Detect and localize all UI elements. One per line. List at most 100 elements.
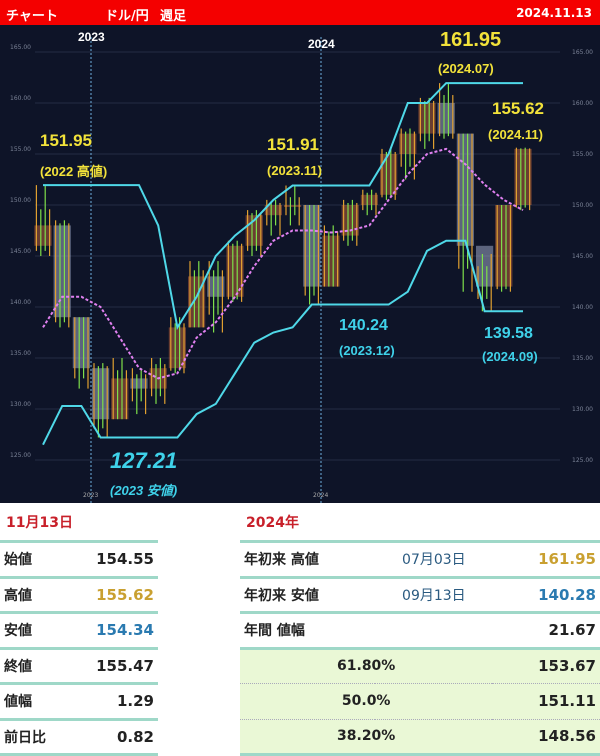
row-value: 161.95 xyxy=(492,541,600,579)
candle-body xyxy=(34,225,52,246)
row-date xyxy=(375,612,493,650)
candle-body xyxy=(226,245,244,297)
row-label: 年初来 高値 xyxy=(240,541,376,579)
retracement-value: 153.67 xyxy=(492,648,600,684)
y-tick-label-right: 125.00 xyxy=(572,457,593,464)
annotation-label: (2022 高値) xyxy=(40,164,108,179)
candle-body xyxy=(284,205,302,207)
candle-body xyxy=(360,194,378,205)
candle-body xyxy=(130,378,148,389)
candle-body xyxy=(437,103,455,134)
candle-body xyxy=(399,133,417,154)
candle-body xyxy=(476,245,494,287)
row-label: 前日比 xyxy=(0,719,69,756)
candle-body xyxy=(341,205,359,236)
header-date: 2024.11.13 xyxy=(516,6,592,20)
candle-body xyxy=(322,235,340,287)
annotation-value: 151.91 xyxy=(267,135,319,154)
daily-title: 11月13日 xyxy=(6,515,73,531)
row-value: 155.62 xyxy=(68,577,158,614)
row-value: 1.29 xyxy=(68,683,158,721)
y-tick-label-right: 155.00 xyxy=(572,151,593,158)
table-row: 前日比 0.82 xyxy=(0,719,158,756)
row-value: 155.47 xyxy=(68,648,158,685)
moving-average-line xyxy=(42,147,524,380)
table-row: 高値 155.62 xyxy=(0,577,158,614)
annotation-value: 127.21 xyxy=(110,448,178,473)
header-bar: チャート ドル/円 週足 2024.11.13 xyxy=(0,0,600,25)
row-label: 高値 xyxy=(0,577,69,614)
year-axis-label: 2023 xyxy=(83,492,98,499)
candle-body xyxy=(111,378,129,420)
annotation-value: 155.62 xyxy=(492,99,544,118)
retracement-row: 61.80% 153.67 xyxy=(240,648,600,684)
row-value: 154.34 xyxy=(68,612,158,650)
row-label: 終値 xyxy=(0,648,69,685)
row-label: 始値 xyxy=(0,541,69,579)
year-label-2024: 2024 xyxy=(308,37,335,51)
candle-body xyxy=(418,103,436,134)
price-chart: 165.00 165.00 160.00 160.00 155.00 155.00 150.… xyxy=(0,25,600,503)
row-value: 21.67 xyxy=(492,612,600,650)
table-row: 終値 155.47 xyxy=(0,648,158,685)
y-tick-label-left: 140.00 xyxy=(10,299,31,306)
row-label: 年初来 安値 xyxy=(240,577,376,614)
y-tick-label-right: 140.00 xyxy=(572,304,593,311)
currency-pair: ドル/円 xyxy=(105,9,149,24)
row-value: 154.55 xyxy=(68,541,158,579)
retracement-pct: 50.0% xyxy=(240,683,493,720)
row-label: 値幅 xyxy=(0,683,69,721)
row-date: 09月13日 xyxy=(375,577,493,614)
candle-body xyxy=(264,205,282,216)
yearly-table: 年初来 高値 07月03日 161.95 年初来 安値 09月13日 140.28 年間… xyxy=(240,540,600,756)
table-row: 年初来 高値 07月03日 161.95 xyxy=(240,541,600,579)
y-tick-label-left: 145.00 xyxy=(10,248,31,255)
retracement-value: 151.11 xyxy=(492,683,600,720)
y-tick-label-right: 135.00 xyxy=(572,355,593,362)
retracement-row: 50.0% 151.11 xyxy=(240,683,600,720)
candle-body xyxy=(72,317,90,369)
candle-body xyxy=(53,225,71,318)
candle-body xyxy=(514,148,532,205)
period-label: 週足 xyxy=(160,9,187,24)
annotation-value: 161.95 xyxy=(440,29,502,51)
candle-body xyxy=(92,368,110,420)
yearly-title: 2024年 xyxy=(246,515,299,531)
y-tick-label-left: 130.00 xyxy=(10,401,31,408)
y-tick-label-right: 165.00 xyxy=(572,49,593,56)
annotation-label: (2023 安値) xyxy=(110,483,178,498)
y-tick-label-left: 135.00 xyxy=(10,350,31,357)
retracement-pct: 38.20% xyxy=(240,719,493,756)
y-tick-label-left: 150.00 xyxy=(10,197,31,204)
row-value: 0.82 xyxy=(68,719,158,756)
y-tick-label-left: 155.00 xyxy=(10,146,31,153)
annotation-value: 140.24 xyxy=(339,317,388,334)
upper-channel-line xyxy=(43,82,523,331)
y-tick-label-right: 130.00 xyxy=(572,406,593,413)
header-title: チャート xyxy=(6,9,58,24)
y-tick-label-left: 165.00 xyxy=(10,44,31,51)
y-tick-label-right: 150.00 xyxy=(572,202,593,209)
y-tick-label-left: 125.00 xyxy=(10,452,31,459)
year-axis-label: 2024 xyxy=(313,492,328,499)
retracement-value: 148.56 xyxy=(492,719,600,756)
table-row: 年間 値幅 21.67 xyxy=(240,612,600,650)
retracement-row: 38.20% 148.56 xyxy=(240,719,600,756)
annotation-label: (2024.11) xyxy=(488,127,543,142)
y-tick-label-left: 160.00 xyxy=(10,95,31,102)
daily-table: 始値 154.55 高値 155.62 安値 154.34 終値 155.47 値幅 1.… xyxy=(0,540,158,756)
y-tick-label-right: 160.00 xyxy=(572,100,593,107)
annotation-label: (2024.07) xyxy=(438,61,494,76)
candle-body xyxy=(168,327,186,369)
annotation-label: (2023.12) xyxy=(339,343,395,358)
year-label-2023: 2023 xyxy=(78,30,105,44)
annotation-label: (2024.09) xyxy=(482,349,538,364)
annotation-value: 151.95 xyxy=(40,131,92,150)
table-row: 安値 154.34 xyxy=(0,612,158,650)
annotation-value: 139.58 xyxy=(484,325,533,342)
annotation-label: (2023.11) xyxy=(267,163,322,178)
candle-body xyxy=(207,276,225,297)
lower-channel-line xyxy=(42,239,523,446)
retracement-pct: 61.80% xyxy=(240,648,493,684)
chart-svg: 165.00 165.00 160.00 160.00 155.00 155.00 150.… xyxy=(10,37,593,503)
